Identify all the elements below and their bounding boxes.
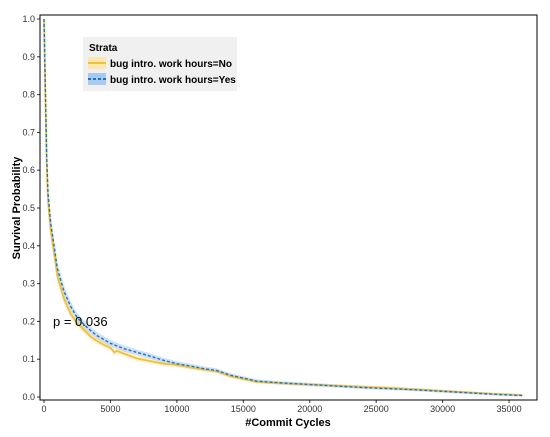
legend-entry-no: bug intro. work hours=No [110, 59, 232, 70]
legend-title: Strata [89, 43, 118, 54]
x-tick-label: 25000 [364, 404, 389, 414]
y-tick-label: 0.8 [22, 90, 35, 100]
plot-frame [39, 14, 538, 401]
x-tick-label: 15000 [231, 404, 256, 414]
y-tick-label: 0.1 [22, 354, 35, 364]
x-axis-title: #Commit Cycles [245, 417, 331, 429]
lines-layer [43, 18, 523, 397]
y-tick-label: 0.5 [22, 203, 35, 213]
legend-entry-yes: bug intro. work hours=Yes [110, 75, 236, 86]
legend-swatch-yes-band [88, 73, 106, 85]
x-tick-label: 35000 [497, 404, 522, 414]
y-tick-label: 0.9 [22, 52, 35, 62]
x-tick-label: 10000 [164, 404, 189, 414]
legend-box [83, 37, 237, 91]
x-tick-label: 20000 [297, 404, 322, 414]
y-axis-title: Survival Probability [11, 156, 23, 260]
y-tick-label: 0.6 [22, 165, 35, 175]
y-tick-label: 0.2 [22, 316, 35, 326]
y-tick-label: 0.0 [22, 392, 35, 402]
x-tick-label: 0 [41, 404, 46, 414]
y-tick-label: 0.7 [22, 127, 35, 137]
ticks-layer: 0 5000 10000 15000 20000 25000 30000 35000 0.0 0.… [22, 14, 521, 414]
series-line-1 [43, 18, 523, 397]
legend: Strata bug intro. work hours=No bug intr… [83, 37, 237, 91]
x-tick-label: 5000 [100, 404, 120, 414]
y-tick-label: 1.0 [22, 14, 35, 24]
x-tick-label: 30000 [430, 404, 455, 414]
y-tick-label: 0.4 [22, 241, 35, 251]
p-value-annotation: p = 0.036 [53, 314, 108, 329]
y-tick-label: 0.3 [22, 279, 35, 289]
series-line-0 [43, 18, 523, 397]
